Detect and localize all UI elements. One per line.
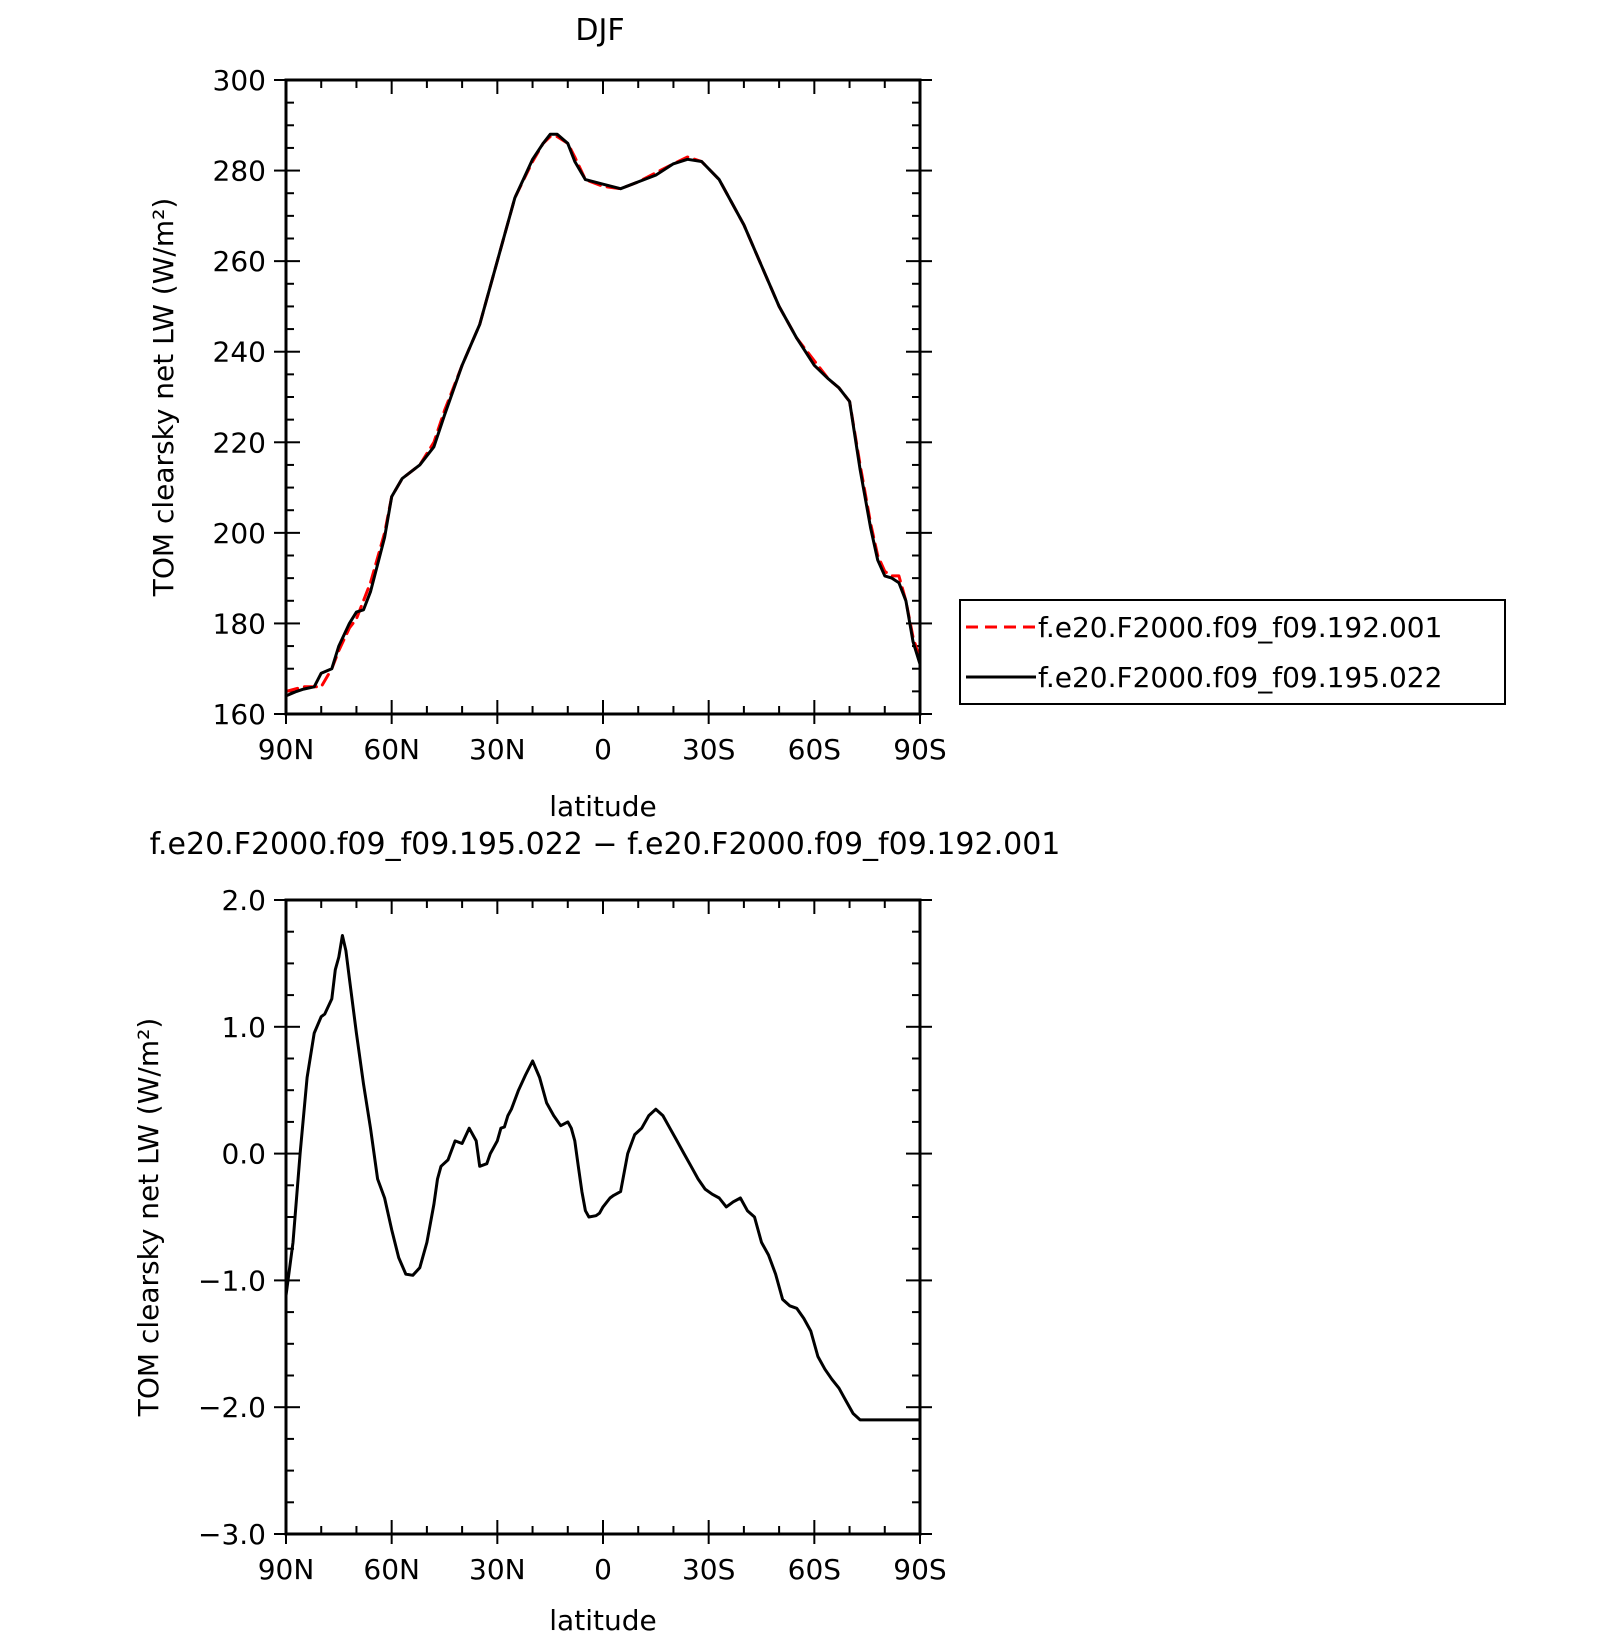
- top-axes-ticks: [274, 79, 932, 724]
- y-tick-label: 2.0: [221, 884, 266, 917]
- legend-label-series-2: f.e20.F2000.f09_f09.195.022: [1038, 661, 1442, 694]
- x-tick-label: 60N: [363, 733, 420, 766]
- x-tick-label: 60S: [788, 1553, 841, 1586]
- bottom-x-tick-labels: 90N 60N 30N 0 30S 60S 90S: [258, 1553, 947, 1586]
- y-tick-label: 260: [213, 245, 266, 278]
- top-y-axis-title: TOM clearsky net LW (W/m²): [147, 198, 180, 597]
- legend-box: [959, 599, 1506, 705]
- x-tick-label: 90S: [893, 733, 946, 766]
- x-tick-label: 30S: [682, 733, 735, 766]
- bottom-series-1-line: [284, 934, 922, 1422]
- top-series-1-line: [284, 135, 922, 693]
- bottom-chart-title: f.e20.F2000.f09_f09.195.022 − f.e20.F200…: [150, 827, 1061, 862]
- top-series-2-line: [284, 132, 922, 698]
- bottom-y-tick-labels: 2.0 1.0 0.0 −1.0 −2.0 −3.0: [198, 884, 266, 1551]
- top-plot-frame: [284, 78, 922, 716]
- x-tick-label: 60S: [788, 733, 841, 766]
- top-panel: DJF 300 280 260 240 220 200 180 160 90N 60N 30N 0 3…: [147, 13, 1506, 823]
- bottom-plot-frame: [284, 898, 922, 1536]
- x-tick-label: 90N: [258, 733, 315, 766]
- x-tick-label: 90N: [258, 1553, 315, 1586]
- x-tick-label: 0: [594, 733, 612, 766]
- bottom-series-group: [284, 934, 922, 1422]
- y-tick-label: 220: [213, 426, 266, 459]
- top-series-group: [284, 132, 922, 698]
- x-tick-label: 30S: [682, 1553, 735, 1586]
- top-x-tick-labels: 90N 60N 30N 0 30S 60S 90S: [258, 733, 947, 766]
- y-tick-label: 0.0: [221, 1138, 266, 1171]
- x-tick-label: 30N: [469, 1553, 526, 1586]
- x-tick-label: 0: [594, 1553, 612, 1586]
- y-tick-label: 200: [213, 517, 266, 550]
- y-tick-label: −3.0: [198, 1518, 266, 1551]
- x-tick-label: 60N: [363, 1553, 420, 1586]
- y-tick-label: 1.0: [221, 1011, 266, 1044]
- y-tick-label: 240: [213, 336, 266, 369]
- top-chart-title: DJF: [575, 13, 624, 48]
- x-tick-label: 30N: [469, 733, 526, 766]
- bottom-axes-ticks: [274, 899, 932, 1544]
- top-x-axis-title: latitude: [549, 790, 656, 823]
- bottom-y-axis-title: TOM clearsky net LW (W/m²): [132, 1018, 165, 1417]
- y-tick-label: 280: [213, 155, 266, 188]
- bottom-x-axis-title: latitude: [549, 1604, 656, 1635]
- legend: f.e20.F2000.f09_f09.192.001 f.e20.F2000.…: [959, 599, 1506, 705]
- y-tick-label: −2.0: [198, 1391, 266, 1424]
- bottom-panel: f.e20.F2000.f09_f09.195.022 − f.e20.F200…: [132, 827, 1060, 1635]
- legend-label-series-1: f.e20.F2000.f09_f09.192.001: [1038, 611, 1442, 644]
- y-tick-label: 180: [213, 607, 266, 640]
- top-y-tick-labels: 300 280 260 240 220 200 180 160: [213, 64, 266, 731]
- y-tick-label: −1.0: [198, 1264, 266, 1297]
- y-tick-label: 160: [213, 698, 266, 731]
- x-tick-label: 90S: [893, 1553, 946, 1586]
- y-tick-label: 300: [213, 64, 266, 97]
